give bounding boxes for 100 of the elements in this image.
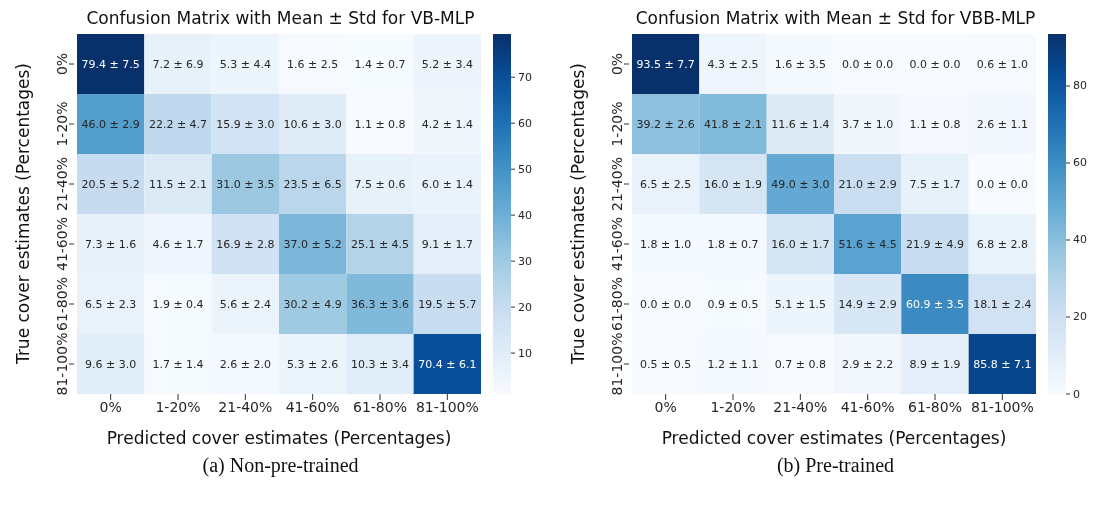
data-label: 18.1 ± 2.4 — [972, 297, 1031, 311]
data-label: 4.2 ± 1.4 — [421, 117, 473, 131]
data-label: 5.3 ± 4.4 — [219, 57, 271, 71]
data-label: 36.3 ± 3.6 — [350, 297, 409, 311]
data-label: 1.2 ± 1.1 — [706, 357, 759, 371]
color-bar-label: 60 — [1072, 156, 1087, 170]
data-label: 16.0 ± 1.7 — [770, 237, 829, 251]
text: (a) Non-pre-trained — [202, 454, 359, 477]
data-label: 39.2 ± 2.6 — [636, 117, 695, 131]
data-label: 6.8 ± 2.8 — [976, 237, 1028, 251]
y-tick-label: 0% — [608, 52, 625, 76]
data-label: 41.8 ± 2.1 — [703, 117, 762, 131]
text: (b) Pre-trained — [776, 454, 895, 477]
x-tick-label: 81-100% — [415, 398, 479, 415]
x-axis-title: Predicted cover estimates (Percentages) — [661, 428, 1006, 448]
data-label: 1.6 ± 3.5 — [774, 57, 826, 71]
data-label: 60.9 ± 3.5 — [905, 297, 964, 311]
y-axis-title: True cover estimates (Percentages) — [12, 63, 33, 365]
data-label: 1.1 ± 0.8 — [908, 117, 961, 131]
data-label: 4.6 ± 1.7 — [151, 237, 204, 251]
x-tick-label: 0% — [654, 398, 677, 415]
data-label: 10.6 ± 3.0 — [283, 117, 342, 131]
y-tick-label: 61-80% — [608, 277, 625, 331]
data-label: 3.7 ± 1.0 — [841, 117, 893, 131]
color-bar-label: 70 — [517, 70, 532, 84]
data-label: 6.5 ± 2.5 — [639, 177, 691, 191]
data-label: 2.9 ± 2.2 — [841, 357, 893, 371]
data-label: 2.6 ± 1.1 — [976, 117, 1028, 131]
data-label: 7.3 ± 1.6 — [84, 237, 136, 251]
data-label: 1.1 ± 0.8 — [353, 117, 406, 131]
y-tick-label: 21-40% — [53, 157, 70, 211]
data-label: 1.6 ± 2.5 — [286, 57, 338, 71]
data-label: 15.9 ± 3.0 — [215, 117, 274, 131]
data-label: 7.5 ± 1.7 — [908, 177, 961, 191]
y-tick-label: 1-20% — [53, 101, 70, 147]
x-axis-title: Predicted cover estimates (Percentages) — [106, 428, 451, 448]
data-label: 31.0 ± 3.5 — [215, 177, 274, 191]
chart-title: Confusion Matrix with Mean ± Std for VB-MLP — [86, 8, 475, 28]
color-bar-label: 40 — [1072, 233, 1087, 247]
data-label: 1.8 ± 0.7 — [706, 237, 759, 251]
data-label: 2.6 ± 2.0 — [219, 357, 271, 371]
data-label: 7.2 ± 6.9 — [151, 57, 204, 71]
y-tick-label: 0% — [53, 52, 70, 76]
data-label: 5.3 ± 2.6 — [286, 357, 338, 371]
data-label: 0.6 ± 1.0 — [976, 57, 1028, 71]
data-label: 25.1 ± 4.5 — [350, 237, 409, 251]
data-label: 93.5 ± 7.7 — [636, 57, 695, 71]
color-bar-label: 60 — [517, 116, 532, 130]
data-label: 16.0 ± 1.9 — [703, 177, 762, 191]
data-label: 70.4 ± 6.1 — [417, 357, 476, 371]
x-tick-label: 61-80% — [907, 398, 962, 415]
data-label: 14.9 ± 2.9 — [838, 297, 897, 311]
data-label: 5.1 ± 1.5 — [774, 297, 826, 311]
x-tick-label: 21-40% — [217, 398, 272, 415]
color-bar-label: 80 — [1072, 79, 1087, 93]
y-tick-label: 1-20% — [608, 101, 625, 147]
data-label: 9.6 ± 3.0 — [84, 357, 136, 371]
color-bar-label: 50 — [517, 162, 532, 176]
colorbar: 10 20 30 40 50 60 70 — [484, 30, 547, 450]
data-label: 30.2 ± 4.9 — [283, 297, 342, 311]
chart-title: Confusion Matrix with Mean ± Std for VBB-MLP — [635, 8, 1036, 28]
data-label: 5.6 ± 2.4 — [219, 297, 271, 311]
x-tick-label: 21-40% — [772, 398, 827, 415]
data-label: 6.0 ± 1.4 — [421, 177, 473, 191]
x-tick-label: 0% — [99, 398, 122, 415]
data-label: 21.9 ± 4.9 — [905, 237, 964, 251]
data-label: 10.3 ± 3.4 — [350, 357, 409, 371]
data-label: 1.8 ± 1.0 — [639, 237, 691, 251]
color-bar-label: 0 — [1072, 387, 1080, 401]
data-label: 8.9 ± 1.9 — [908, 357, 961, 371]
data-label: 0.0 ± 0.0 — [908, 57, 961, 71]
color-bar-label: 20 — [517, 300, 532, 314]
data-label: 5.2 ± 3.4 — [421, 57, 473, 71]
data-label: 0.9 ± 0.5 — [706, 297, 759, 311]
data-label: 1.4 ± 0.7 — [353, 57, 406, 71]
x-tick-label: 81-100% — [970, 398, 1034, 415]
data-label: 0.0 ± 0.0 — [639, 297, 691, 311]
data-label: 46.0 ± 2.9 — [81, 117, 140, 131]
data-label: 6.5 ± 2.3 — [84, 297, 136, 311]
data-label: 9.1 ± 1.7 — [421, 237, 473, 251]
data-label: 1.9 ± 0.4 — [151, 297, 204, 311]
color-bar-label: 10 — [517, 346, 532, 360]
data-label: 23.5 ± 6.5 — [283, 177, 342, 191]
data-label: 19.5 ± 5.7 — [417, 297, 476, 311]
data-label: 79.4 ± 7.5 — [81, 57, 140, 71]
y-axis-title: True cover estimates (Percentages) — [567, 63, 588, 365]
data-label: 16.9 ± 2.8 — [215, 237, 274, 251]
data-label: 11.5 ± 2.1 — [148, 177, 207, 191]
data-label: 22.2 ± 4.7 — [148, 117, 207, 131]
data-label: 7.5 ± 0.6 — [353, 177, 406, 191]
y-tick-label: 21-40% — [608, 157, 625, 211]
data-label: 37.0 ± 5.2 — [283, 237, 342, 251]
y-tick-label: 41-60% — [53, 217, 70, 271]
data-label: 0.0 ± 0.0 — [976, 177, 1028, 191]
color-bar-label: 40 — [517, 208, 532, 222]
data-label: 21.0 ± 2.9 — [838, 177, 897, 191]
x-tick-label: 41-60% — [285, 398, 340, 415]
data-label: 0.7 ± 0.8 — [774, 357, 826, 371]
x-tick-label: 1-20% — [709, 398, 756, 415]
y-tick-label: 61-80% — [53, 277, 70, 331]
